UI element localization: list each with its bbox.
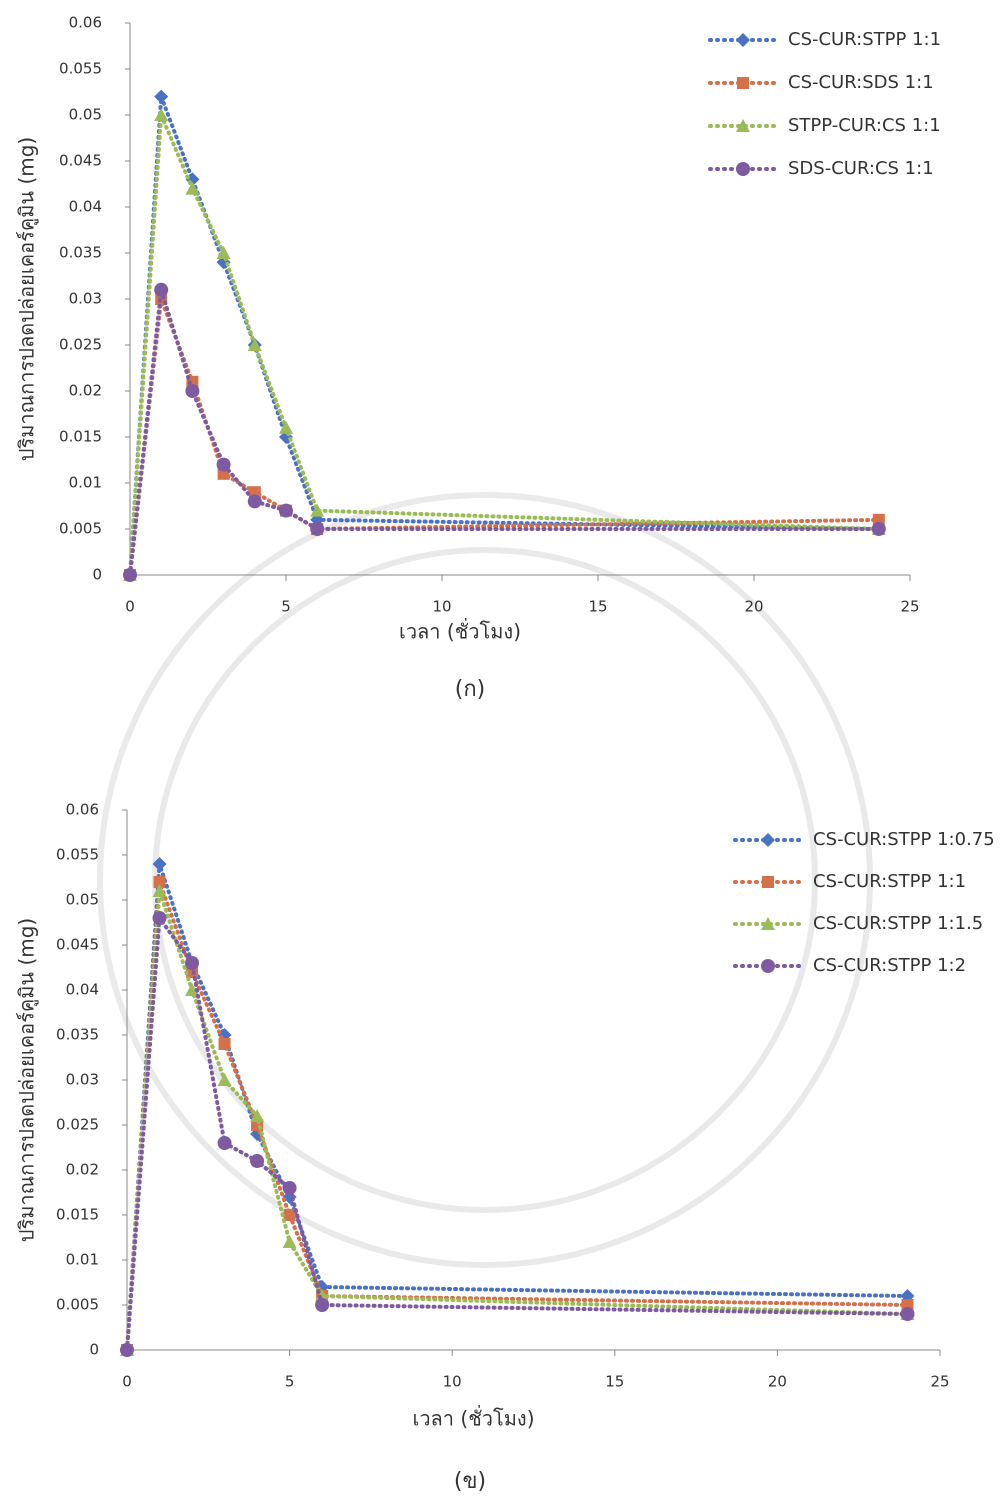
series-line: [130, 299, 879, 575]
x-tick-label: 15: [588, 598, 607, 616]
y-tick-label: 0.04: [69, 198, 102, 216]
marker: [279, 504, 293, 518]
page: {"chart_data": [ {"type": "line", "capti…: [0, 0, 1004, 1497]
y-tick-label: 0.03: [66, 1071, 99, 1089]
x-tick-label: 5: [285, 1373, 295, 1391]
marker: [310, 522, 324, 536]
marker: [219, 1038, 231, 1050]
y-tick-label: 0.03: [69, 290, 102, 308]
x-tick-label: 5: [281, 598, 291, 616]
x-axis-title: เวลา (ชั่วโมง): [399, 618, 521, 644]
y-tick-label: 0.02: [66, 1161, 99, 1179]
marker: [217, 458, 231, 472]
legend-label: CS-CUR:STPP 1:1: [788, 29, 941, 50]
y-tick-label: 0.05: [69, 106, 102, 124]
legend-marker: [737, 77, 749, 89]
y-tick-label: 0.025: [59, 336, 102, 354]
y-tick-label: 0.045: [56, 936, 99, 954]
marker: [153, 911, 167, 925]
marker: [900, 1307, 914, 1321]
caption: (ข): [454, 1469, 486, 1494]
legend-label: CS-CUR:STPP 1:1: [813, 871, 966, 892]
marker: [872, 522, 886, 536]
chart: 0 0.005 0.01 0.015 0.02 0.025 0.03 0.035 0.04 0.0…: [15, 14, 942, 703]
y-tick-label: 0.01: [66, 1251, 99, 1269]
x-tick-label: 10: [432, 598, 451, 616]
y-tick-label: 0.045: [59, 152, 102, 170]
x-tick-label: 0: [125, 598, 135, 616]
marker: [250, 1154, 264, 1168]
x-tick-label: 20: [744, 598, 763, 616]
y-tick-label: 0.04: [66, 981, 99, 999]
marker: [248, 494, 262, 508]
y-axis-title: ปริมาณการปลดปล่อยเคอร์คูมิน (mg): [15, 137, 40, 461]
legend-label: SDS-CUR:CS 1:1: [788, 158, 934, 179]
legend-label: CS-CUR:STPP 1:0.75: [813, 829, 995, 850]
legend-marker: [736, 162, 750, 176]
y-tick-label: 0: [92, 566, 102, 584]
legend-label: STPP-CUR:CS 1:1: [788, 115, 941, 136]
y-tick-label: 0.005: [56, 1296, 99, 1314]
x-tick-label: 15: [605, 1373, 624, 1391]
y-tick-label: 0.015: [56, 1206, 99, 1224]
marker: [283, 1235, 297, 1248]
y-tick-label: 0.01: [69, 474, 102, 492]
legend-marker: [761, 833, 775, 847]
y-tick-label: 0.005: [59, 520, 102, 538]
marker: [120, 1343, 134, 1357]
caption: (ก): [455, 677, 486, 702]
x-tick-label: 0: [122, 1373, 132, 1391]
y-tick-label: 0.035: [56, 1026, 99, 1044]
marker: [185, 384, 199, 398]
series-line: [127, 918, 907, 1350]
figure: 00.0050.010.0150.020.0250.030.0350.040.0…: [0, 0, 1004, 1497]
y-tick-label: 0.025: [56, 1116, 99, 1134]
chart: 0 0.005 0.01 0.015 0.02 0.025 0.03 0.035 0.04 0.0…: [15, 801, 995, 1495]
marker: [283, 1181, 297, 1195]
y-tick-label: 0.02: [69, 382, 102, 400]
legend-label: CS-CUR:SDS 1:1: [788, 72, 934, 93]
y-tick-label: 0.055: [59, 60, 102, 78]
series-line: [130, 290, 879, 575]
y-tick-label: 0.055: [56, 846, 99, 864]
marker: [185, 956, 199, 970]
marker: [218, 1136, 232, 1150]
y-tick-label: 0.05: [66, 891, 99, 909]
y-tick-label: 0.06: [66, 801, 99, 819]
y-tick-label: 0.015: [59, 428, 102, 446]
y-tick-label: 0.035: [59, 244, 102, 262]
y-tick-label: 0.06: [69, 14, 102, 32]
x-axis-title: เวลา (ชั่วโมง): [412, 1405, 534, 1431]
marker: [315, 1298, 329, 1312]
legend-label: CS-CUR:STPP 1:2: [813, 955, 966, 976]
x-tick-label: 25: [930, 1373, 949, 1391]
x-tick-label: 25: [900, 598, 919, 616]
marker: [154, 283, 168, 297]
x-tick-label: 20: [768, 1373, 787, 1391]
legend-marker: [761, 959, 775, 973]
legend-marker: [736, 33, 750, 47]
y-tick-label: 0: [89, 1341, 99, 1359]
x-tick-label: 10: [443, 1373, 462, 1391]
series-line: [130, 115, 879, 575]
legend-marker: [762, 876, 774, 888]
marker: [123, 568, 137, 582]
legend-label: CS-CUR:STPP 1:1.5: [813, 913, 983, 934]
marker: [154, 90, 168, 104]
series-line: [127, 891, 907, 1350]
y-axis-title: ปริมาณการปลดปล่อยเคอร์คูมิน (mg): [15, 918, 40, 1242]
